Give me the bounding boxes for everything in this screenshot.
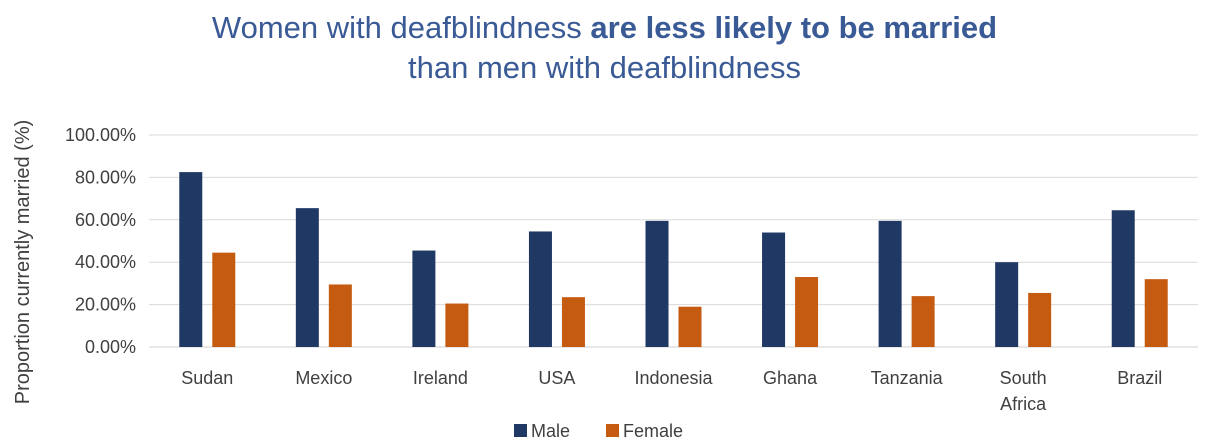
chart-title: Women with deafblindness are less likely… bbox=[0, 8, 1209, 88]
chart-title-part1: Women with deafblindness bbox=[211, 10, 591, 45]
y-tick-label: 0.00% bbox=[85, 337, 136, 357]
bar-male bbox=[295, 208, 319, 347]
y-axis-title: Proportion currently married (%) bbox=[12, 120, 34, 405]
y-tick-label: 80.00% bbox=[75, 167, 136, 187]
legend-swatch-male bbox=[514, 424, 527, 437]
bar-female bbox=[212, 252, 236, 347]
x-category-label: Mexico bbox=[295, 368, 352, 388]
bar-female bbox=[911, 296, 935, 347]
x-category-label: Tanzania bbox=[871, 368, 944, 388]
bar-male bbox=[995, 262, 1019, 347]
y-axis-ticks: 0.00% 20.00% 40.00% 60.00% 80.00% 100.00% bbox=[65, 125, 136, 357]
bar-male bbox=[412, 250, 436, 347]
chart-title-line-2: than men with deafblindness bbox=[408, 50, 801, 85]
x-category-label: Ghana bbox=[763, 368, 818, 388]
chart-title-line-1: Women with deafblindness are less likely… bbox=[0, 8, 1209, 48]
bar-female bbox=[678, 306, 702, 347]
bar-female bbox=[445, 303, 469, 347]
y-tick-label: 60.00% bbox=[75, 210, 136, 230]
x-axis-categories: Sudan Mexico Ireland USA Indonesia Ghana Tanza… bbox=[181, 368, 1162, 414]
y-tick-label: 100.00% bbox=[65, 125, 136, 145]
legend-swatch-female bbox=[606, 424, 619, 437]
x-category-label: Sudan bbox=[181, 368, 233, 388]
bar-male bbox=[645, 220, 669, 347]
bar-female bbox=[1028, 292, 1052, 347]
bar-female bbox=[1144, 279, 1168, 347]
x-category-label: South bbox=[1000, 368, 1047, 388]
bar-male bbox=[762, 232, 786, 347]
y-tick-label: 20.00% bbox=[75, 295, 136, 315]
bar-female bbox=[561, 297, 585, 347]
x-category-label: USA bbox=[538, 368, 575, 388]
x-category-label: Africa bbox=[1000, 394, 1047, 414]
legend-label-male: Male bbox=[531, 421, 570, 440]
gridlines bbox=[149, 134, 1198, 348]
x-category-label: Brazil bbox=[1117, 368, 1162, 388]
bar-male bbox=[528, 231, 552, 347]
legend: Male Female bbox=[514, 421, 683, 440]
x-category-label: Ireland bbox=[413, 368, 468, 388]
bars bbox=[179, 172, 1168, 347]
bar-male bbox=[878, 220, 902, 347]
y-tick-label: 40.00% bbox=[75, 252, 136, 272]
bar-male bbox=[1111, 210, 1135, 347]
bar-female bbox=[795, 277, 819, 347]
bar-female bbox=[328, 284, 352, 347]
chart-title-bold: are less likely to be married bbox=[590, 10, 998, 45]
x-category-label: Indonesia bbox=[634, 368, 713, 388]
bar-male bbox=[179, 172, 203, 347]
legend-label-female: Female bbox=[623, 421, 683, 440]
